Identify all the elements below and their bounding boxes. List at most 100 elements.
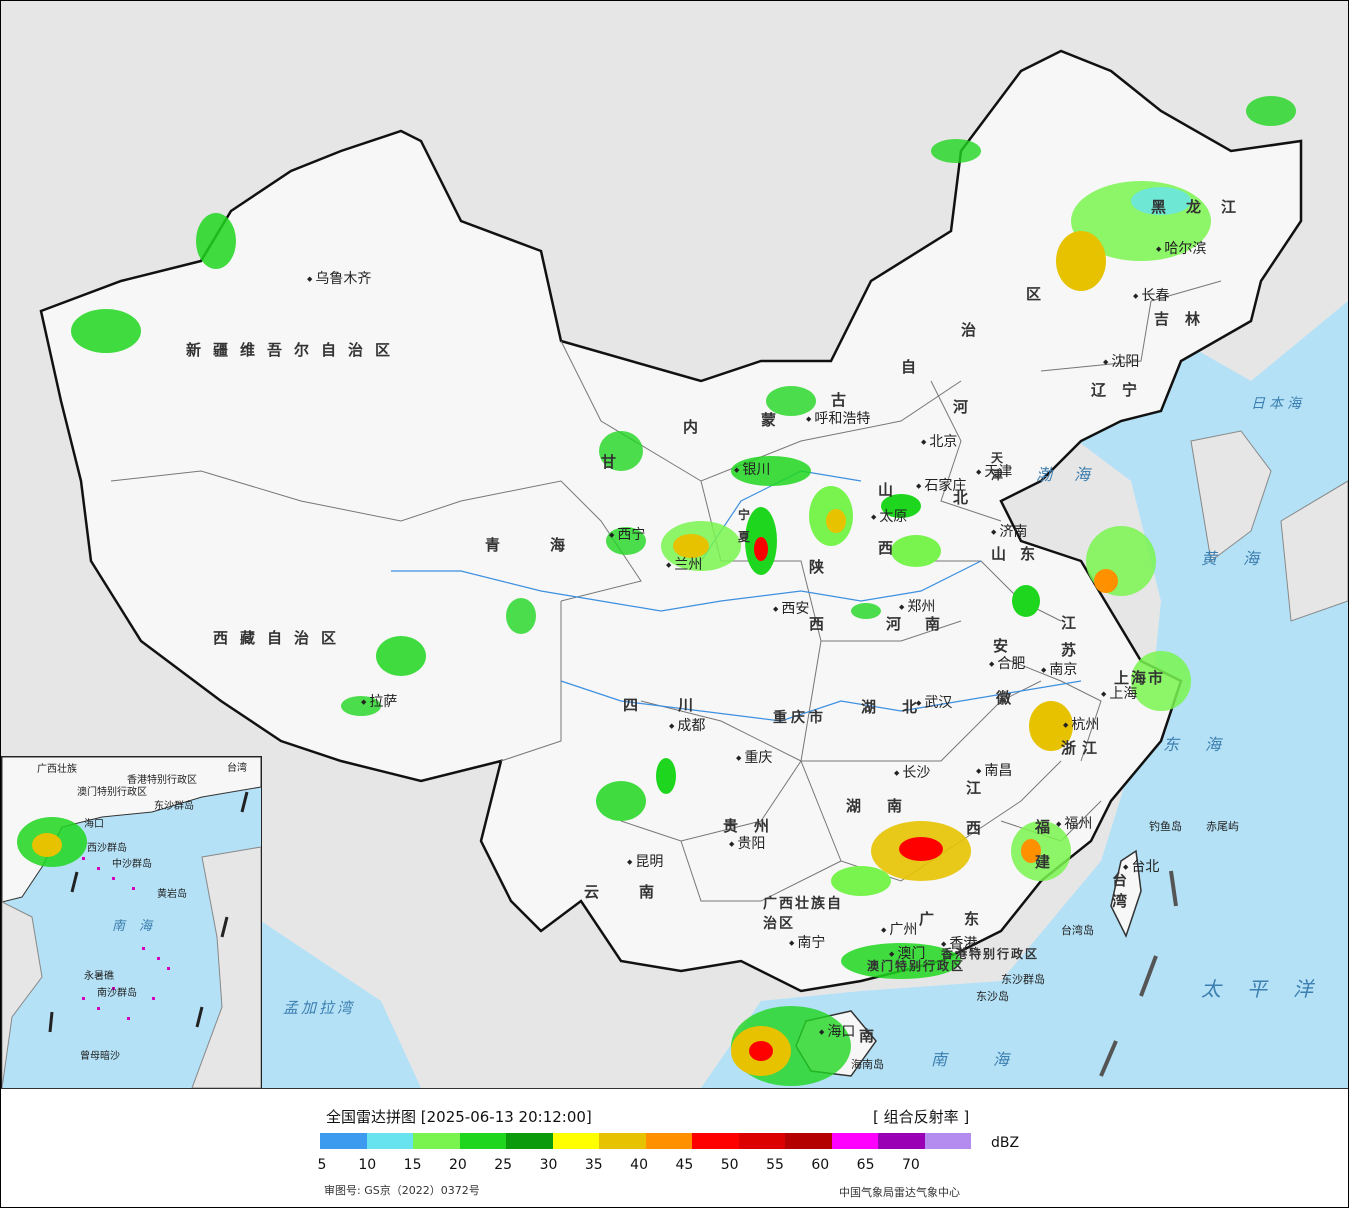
scale-tick-label: 55 [766, 1157, 784, 1173]
province-label: 贵州 [723, 817, 786, 835]
sea-label: 渤海 [1036, 465, 1113, 484]
province-label: 重庆市 [773, 710, 827, 726]
scale-tick-label: 50 [720, 1157, 739, 1173]
province-label: 福 [1035, 818, 1063, 836]
sea-label: 南海 [931, 1050, 1056, 1069]
inset-label: 曾母暗沙 [80, 1051, 120, 1062]
sea-label: 日本海 [1251, 396, 1305, 412]
sea-label: 太平洋 [1201, 977, 1339, 1001]
province-label: 黑龙江 [1151, 198, 1257, 216]
province-label: 青海 [485, 536, 616, 554]
unit-label: dBZ [991, 1135, 1020, 1151]
city-label: 西宁 [609, 524, 645, 544]
legend-title: 全国雷达拼图 [2025-06-13 20:12:00] [326, 1108, 592, 1126]
color-swatch [459, 1133, 506, 1149]
province-label: 区 [1026, 285, 1054, 303]
color-swatch [878, 1133, 925, 1149]
color-swatch [831, 1133, 878, 1149]
island-label: 台湾岛 [1061, 924, 1094, 937]
province-label: 西 [809, 615, 837, 633]
scale-tick-label: 20 [448, 1157, 467, 1173]
legend-panel: 全国雷达拼图 [2025-06-13 20:12:00] [ 组合反射率 ] 5… [1, 1088, 1348, 1207]
scale-tick-label: 10 [358, 1157, 377, 1173]
city-label: 天津 [976, 461, 1012, 481]
sea-label: 东海 [1163, 735, 1248, 754]
color-swatch [692, 1133, 739, 1149]
province-label: 西 [966, 819, 994, 837]
province-label: 甘 [601, 453, 629, 471]
province-label: 自 [901, 358, 929, 376]
south-china-sea-inset: 广西壮族 香港特别行政区 澳门特别行政区 东沙群岛 海口 西沙群岛 中沙群岛 黄… [1, 756, 262, 1088]
city-label: 南昌 [976, 760, 1012, 780]
inset-label: 东沙群岛 [154, 801, 194, 812]
city-label: 呼和浩特 [806, 408, 870, 428]
island-label: 东沙群岛 [1001, 973, 1045, 986]
color-swatch [645, 1133, 692, 1149]
province-label: 西 [878, 539, 906, 557]
province-label: 云南 [584, 883, 695, 901]
sea-area [701, 301, 1348, 1088]
province-label: 广西壮族自治区 [763, 896, 843, 932]
province-label: 治 [961, 321, 989, 339]
radar-map: 新疆维吾尔自治区 西藏自治区 青海 甘 内 蒙 古 自 治 区 黑龙江 吉林 辽… [1, 1, 1348, 1088]
province-label: 夏 [738, 530, 763, 544]
color-swatch [924, 1133, 971, 1149]
province-label: 安 [993, 637, 1021, 655]
approval-number: 审图号: GS京（2022）0372号 [324, 1184, 480, 1197]
province-label: 古 [831, 391, 859, 409]
scale-tick-label: 60 [811, 1157, 830, 1173]
inset-label: 永暑礁 [84, 971, 114, 982]
city-label: 香港 [941, 933, 977, 953]
city-label: 乌鲁木齐 [307, 268, 371, 288]
province-label: 内 [683, 418, 711, 436]
province-label: 河 [953, 398, 981, 416]
inset-label: 台湾 [227, 763, 247, 774]
sea-label: 孟加拉湾 [283, 999, 356, 1017]
boundary-dashes [1099, 870, 1178, 1077]
inset-label: 香港特别行政区 [127, 775, 197, 786]
korea-peninsula [1190, 430, 1272, 562]
city-label: 兰州 [666, 554, 702, 574]
bay-of-bengal [261, 921, 421, 1088]
province-label: 山 [878, 481, 906, 499]
province-label: 建 [1035, 853, 1063, 871]
city-label: 北京 [921, 431, 957, 451]
province-label: 江 [1061, 614, 1089, 632]
city-label: 西安 [773, 598, 809, 618]
inset-label: 西沙群岛 [87, 843, 127, 854]
city-label: 成都 [669, 715, 705, 735]
island-label: 海南岛 [851, 1058, 884, 1071]
city-label: 福州 [1056, 813, 1092, 833]
sea-label: 黄海 [1201, 549, 1286, 568]
city-label: 银川 [734, 459, 770, 479]
color-swatch [506, 1133, 553, 1149]
province-label: 山东 [991, 545, 1050, 563]
scale-tick-label: 45 [675, 1157, 694, 1173]
province-label: 蒙 [761, 411, 789, 429]
color-swatch [413, 1133, 460, 1149]
scale-tick-label: 65 [856, 1157, 875, 1173]
province-label: 西藏自治区 [213, 629, 349, 647]
city-label: 长沙 [894, 762, 930, 782]
inset-label: 海口 [84, 819, 104, 830]
city-label: 济南 [991, 521, 1027, 541]
city-label: 海口 [819, 1021, 855, 1041]
color-swatch [366, 1133, 413, 1149]
island-label: 赤尾屿 [1206, 820, 1239, 833]
province-label: 广东 [919, 910, 1010, 928]
city-label: 上海 [1101, 683, 1137, 703]
inset-label: 中沙群岛 [112, 859, 152, 870]
island-label: 钓鱼岛 [1149, 820, 1182, 833]
city-label: 昆明 [627, 851, 663, 871]
province-label: 河南 [886, 615, 965, 633]
city-label: 合肥 [989, 653, 1025, 673]
color-swatch [599, 1133, 646, 1149]
scale-tick-label: 70 [901, 1157, 920, 1173]
province-label: 徽 [996, 689, 1024, 707]
city-label: 澳门 [889, 943, 925, 963]
city-label: 郑州 [899, 596, 935, 616]
color-swatch [785, 1133, 832, 1149]
scale-tick-label: 25 [494, 1157, 513, 1173]
province-label: 吉林 [1154, 310, 1217, 328]
